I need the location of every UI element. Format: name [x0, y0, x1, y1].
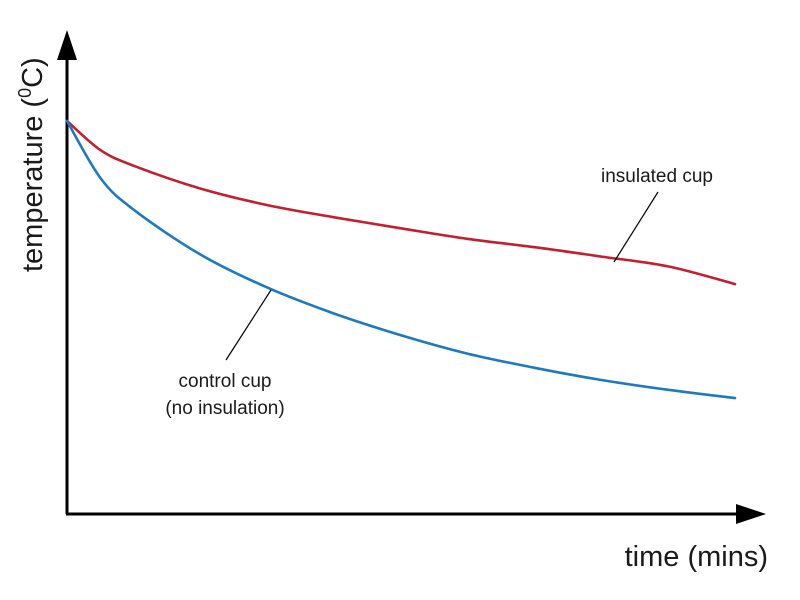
y-axis-title-suffix: C) — [17, 57, 49, 88]
control-leader-line — [225, 289, 272, 361]
control-cup-line — [65, 119, 737, 400]
insulated-leader-line — [613, 191, 659, 263]
x-axis-arrow — [736, 504, 766, 524]
x-axis-title: time (mins) — [625, 541, 768, 573]
y-axis-title-prefix: temperature ( — [17, 98, 49, 272]
insulated-cup-label: insulated cup — [601, 166, 713, 187]
insulated-cup-line — [65, 119, 737, 286]
y-axis-title-superscript: 0 — [15, 88, 35, 98]
control-cup-label: control cup — [179, 371, 272, 392]
control-cup-sublabel: (no insulation) — [165, 398, 284, 419]
y-axis-title: temperature (0C) — [15, 57, 49, 272]
series-layer — [65, 119, 737, 400]
y-axis-arrow — [57, 30, 77, 60]
